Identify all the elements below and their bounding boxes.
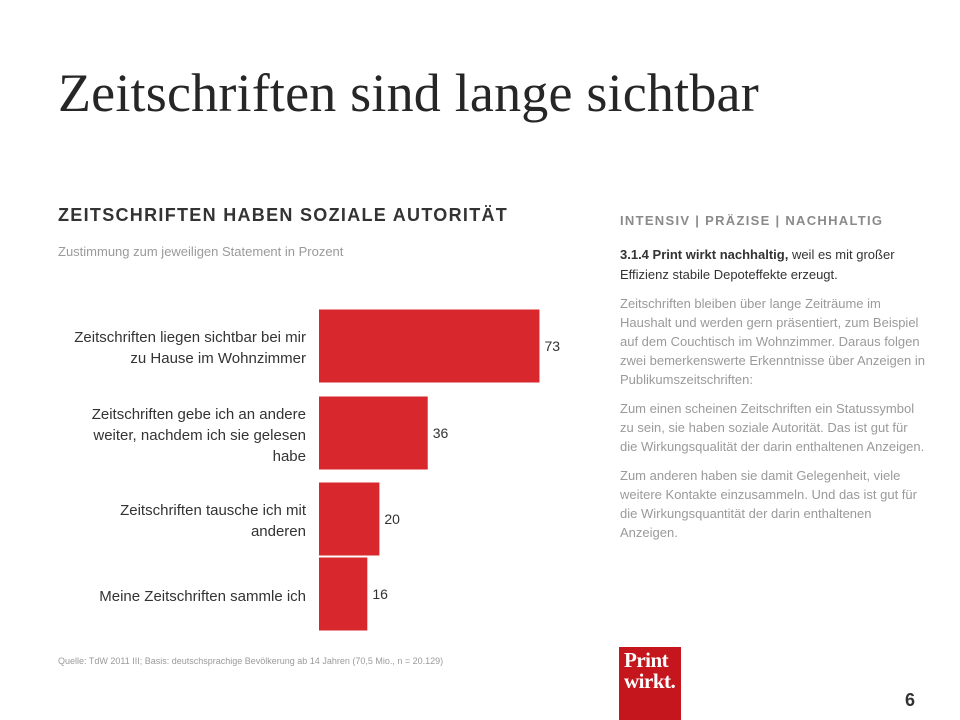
bar-1 (319, 309, 540, 383)
logo-line-1: Print (624, 648, 669, 672)
category-label-2-line-1: Zeitschriften gebe ich an andere (91, 405, 306, 423)
category-label-2-line-3: habe (272, 447, 306, 465)
category-label-2-line-2: weiter, nachdem ich sie gelesen (93, 426, 306, 444)
bar-value-label-4: 16 (372, 586, 388, 602)
category-label-4-line-1: Meine Zeitschriften sammle ich (99, 587, 306, 605)
sidebar-lead-bold: 3.1.4 Print wirkt nachhaltig, (620, 247, 789, 262)
print-wirkt-logo: Print wirkt. (619, 647, 681, 720)
chart-subtitle: Zustimmung zum jeweiligen Statement in P… (58, 244, 344, 259)
sidebar-lead: 3.1.4 Print wirkt nachhaltig, weil es mi… (620, 245, 925, 285)
bar-value-label-1: 73 (544, 338, 560, 354)
sidebar-kicker: INTENSIV | PRÄZISE | NACHHALTIG (620, 213, 884, 228)
sidebar-paragraph-2: Zum einen scheinen Zeitschriften ein Sta… (620, 401, 925, 454)
sidebar-paragraph-3: Zum anderen haben sie damit Gelegenheit,… (620, 468, 917, 540)
category-label-2: Zeitschriften gebe ich an andere weiter, … (46, 404, 306, 467)
category-label-4: Meine Zeitschriften sammle ich (46, 586, 306, 607)
bar-2 (319, 396, 428, 470)
category-label-3-line-2: anderen (250, 523, 306, 540)
sidebar-paragraph-1: Zeitschriften bleiben über lange Zeiträu… (620, 296, 925, 387)
bar-value-label-3: 20 (384, 511, 400, 527)
category-label-3: Zeitschriften tausche ich mit anderen (46, 500, 306, 542)
bar-3 (319, 482, 380, 556)
category-label-1-line-2: zu Hause im Wohnzimmer (130, 350, 306, 367)
category-label-1: Zeitschriften liegen sichtbar bei mir zu … (46, 327, 306, 369)
slide-title: Zeitschriften sind lange sichtbar (58, 63, 759, 123)
bar-value-label-2: 36 (433, 425, 449, 441)
category-label-1-line-1: Zeitschriften liegen sichtbar bei mir (74, 329, 306, 346)
category-label-3-line-1: Zeitschriften tausche ich mit (120, 502, 306, 519)
sidebar-lead-rest: weil es mit großer Effizienz stabile Dep… (620, 247, 895, 282)
logo-line-2: wirkt. (624, 669, 676, 693)
sidebar-text: INTENSIV | PRÄZISE | NACHHALTIG 3.1.4 Pr… (620, 213, 925, 552)
chart-title: ZEITSCHRIFTEN HABEN SOZIALE AUTORITÄT (58, 205, 509, 225)
bar-4 (319, 557, 368, 631)
source-note: Quelle: TdW 2011 III; Basis: deutschspra… (58, 656, 444, 666)
page-number: 6 (905, 690, 916, 710)
